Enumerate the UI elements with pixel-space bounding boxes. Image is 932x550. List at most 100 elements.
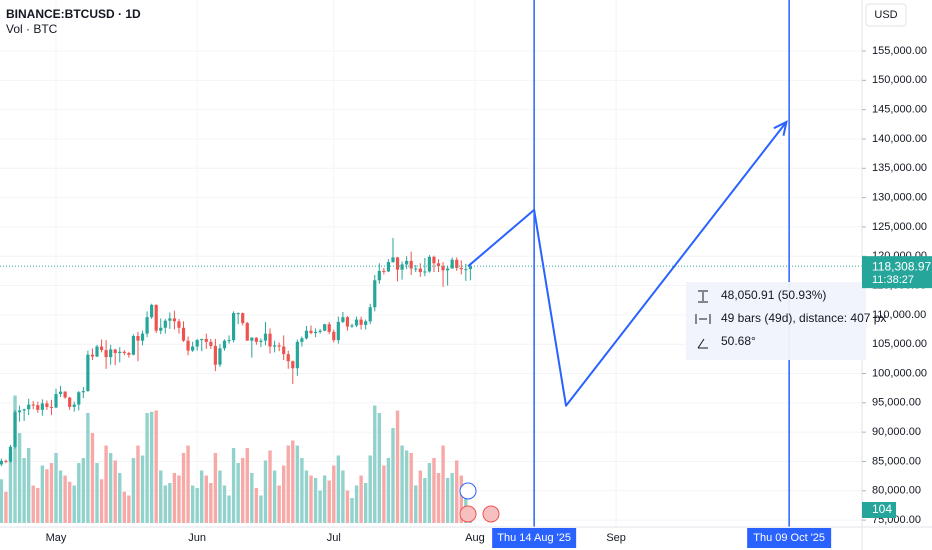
volume-bar: [245, 448, 249, 523]
candle-body: [58, 391, 63, 395]
candle-body: [436, 263, 441, 267]
volume-bar: [63, 475, 67, 523]
volume-bar: [204, 475, 208, 523]
volume-label-box: [862, 502, 896, 518]
volume-bar: [254, 488, 259, 523]
volume-bar: [49, 463, 54, 523]
candle-body: [186, 340, 190, 351]
volume-bar: [86, 413, 90, 523]
candle-body: [341, 317, 345, 322]
candle-body: [4, 460, 8, 462]
candle-body: [31, 404, 35, 406]
y-tick-label: 105,000.00: [872, 338, 927, 350]
y-tick-label: 145,000.00: [872, 104, 927, 116]
drawing-line: [467, 121, 788, 407]
volume-bar: [58, 470, 63, 523]
candle-body: [95, 346, 99, 357]
candle-body: [414, 268, 418, 270]
volume-bar: [277, 485, 281, 523]
event-icon[interactable]: [459, 482, 477, 500]
candle-body: [286, 354, 290, 362]
y-tick-label: 130,000.00: [872, 192, 927, 204]
candle-body: [113, 349, 117, 353]
countdown: 11:38:27: [872, 274, 914, 286]
event-icon[interactable]: [459, 505, 477, 523]
candle-body: [77, 392, 81, 405]
x-tick-label: May: [46, 532, 67, 544]
volume-bar: [181, 453, 186, 523]
volume-bar: [67, 481, 72, 523]
volume-bar: [445, 478, 450, 523]
candle-body: [0, 460, 3, 465]
volume-bar: [149, 411, 154, 523]
candle-body: [359, 319, 363, 325]
candle-body: [118, 351, 122, 353]
volume-bar: [122, 491, 127, 523]
candle-body: [72, 404, 76, 407]
currency[interactable]: USD: [874, 9, 897, 21]
subtitle: Vol · BTC: [6, 22, 58, 36]
candle-body: [236, 313, 240, 315]
candle-body: [313, 331, 318, 334]
volume-bar: [36, 488, 40, 523]
candle-body: [232, 313, 236, 341]
arrow-head: [773, 120, 788, 136]
candles: [0, 238, 472, 467]
x-tick-label: Sep: [606, 532, 626, 544]
candle-body: [395, 257, 400, 270]
volume-bar: [159, 470, 163, 523]
candle-body: [140, 333, 145, 341]
date-marker-box: [492, 528, 577, 548]
y-tick-label: 90,000.00: [872, 426, 921, 438]
y-tick-label: 155,000.00: [872, 45, 927, 57]
candle-body: [405, 260, 409, 265]
candle-body: [163, 320, 167, 328]
volume-bar: [227, 495, 231, 523]
volume-bar: [0, 479, 4, 523]
y-tick-label: 110,000.00: [872, 309, 926, 321]
candle-body: [400, 264, 404, 270]
volume-bar: [341, 470, 345, 523]
volume-bar: [136, 445, 140, 523]
candle-body: [418, 268, 422, 273]
date-marker-label: Thu 14 Aug '25: [497, 532, 571, 544]
event-icons[interactable]: [459, 482, 500, 523]
event-icon[interactable]: [482, 505, 500, 523]
icon: [697, 338, 708, 349]
volume-bar: [163, 485, 167, 523]
volume-bar: [118, 473, 122, 523]
candle-body: [336, 321, 340, 341]
volume-bar: [455, 460, 459, 523]
volume-bar: [345, 490, 350, 523]
candle-body: [40, 403, 44, 410]
candle-body: [68, 397, 72, 407]
candle-body: [323, 324, 327, 331]
candle-body: [364, 321, 368, 325]
currency-button[interactable]: [865, 3, 907, 27]
candle-body: [127, 352, 131, 355]
volume-bar: [127, 495, 131, 523]
volume-bar: [131, 458, 136, 523]
candle-body: [168, 318, 172, 321]
candle-body: [8, 446, 13, 462]
volume-bar: [259, 495, 263, 523]
volume-bar: [13, 395, 17, 523]
volume-bar: [400, 445, 404, 523]
volume-bar: [8, 453, 13, 523]
candle-body: [181, 327, 186, 341]
candle-body: [441, 266, 445, 271]
candle-body: [204, 338, 208, 342]
candle-body: [459, 267, 463, 270]
candle-body: [90, 354, 95, 357]
candle-body: [154, 304, 158, 331]
volume-bar: [373, 405, 377, 523]
volume-bar: [359, 475, 363, 523]
volume-bar: [354, 485, 359, 523]
volume-bar: [168, 483, 172, 523]
candle-body: [195, 340, 199, 347]
volume-bar: [140, 455, 145, 523]
candle-body: [131, 335, 136, 355]
candle-body: [150, 304, 154, 318]
volume-bar: [45, 469, 49, 523]
candle-body: [432, 256, 436, 264]
